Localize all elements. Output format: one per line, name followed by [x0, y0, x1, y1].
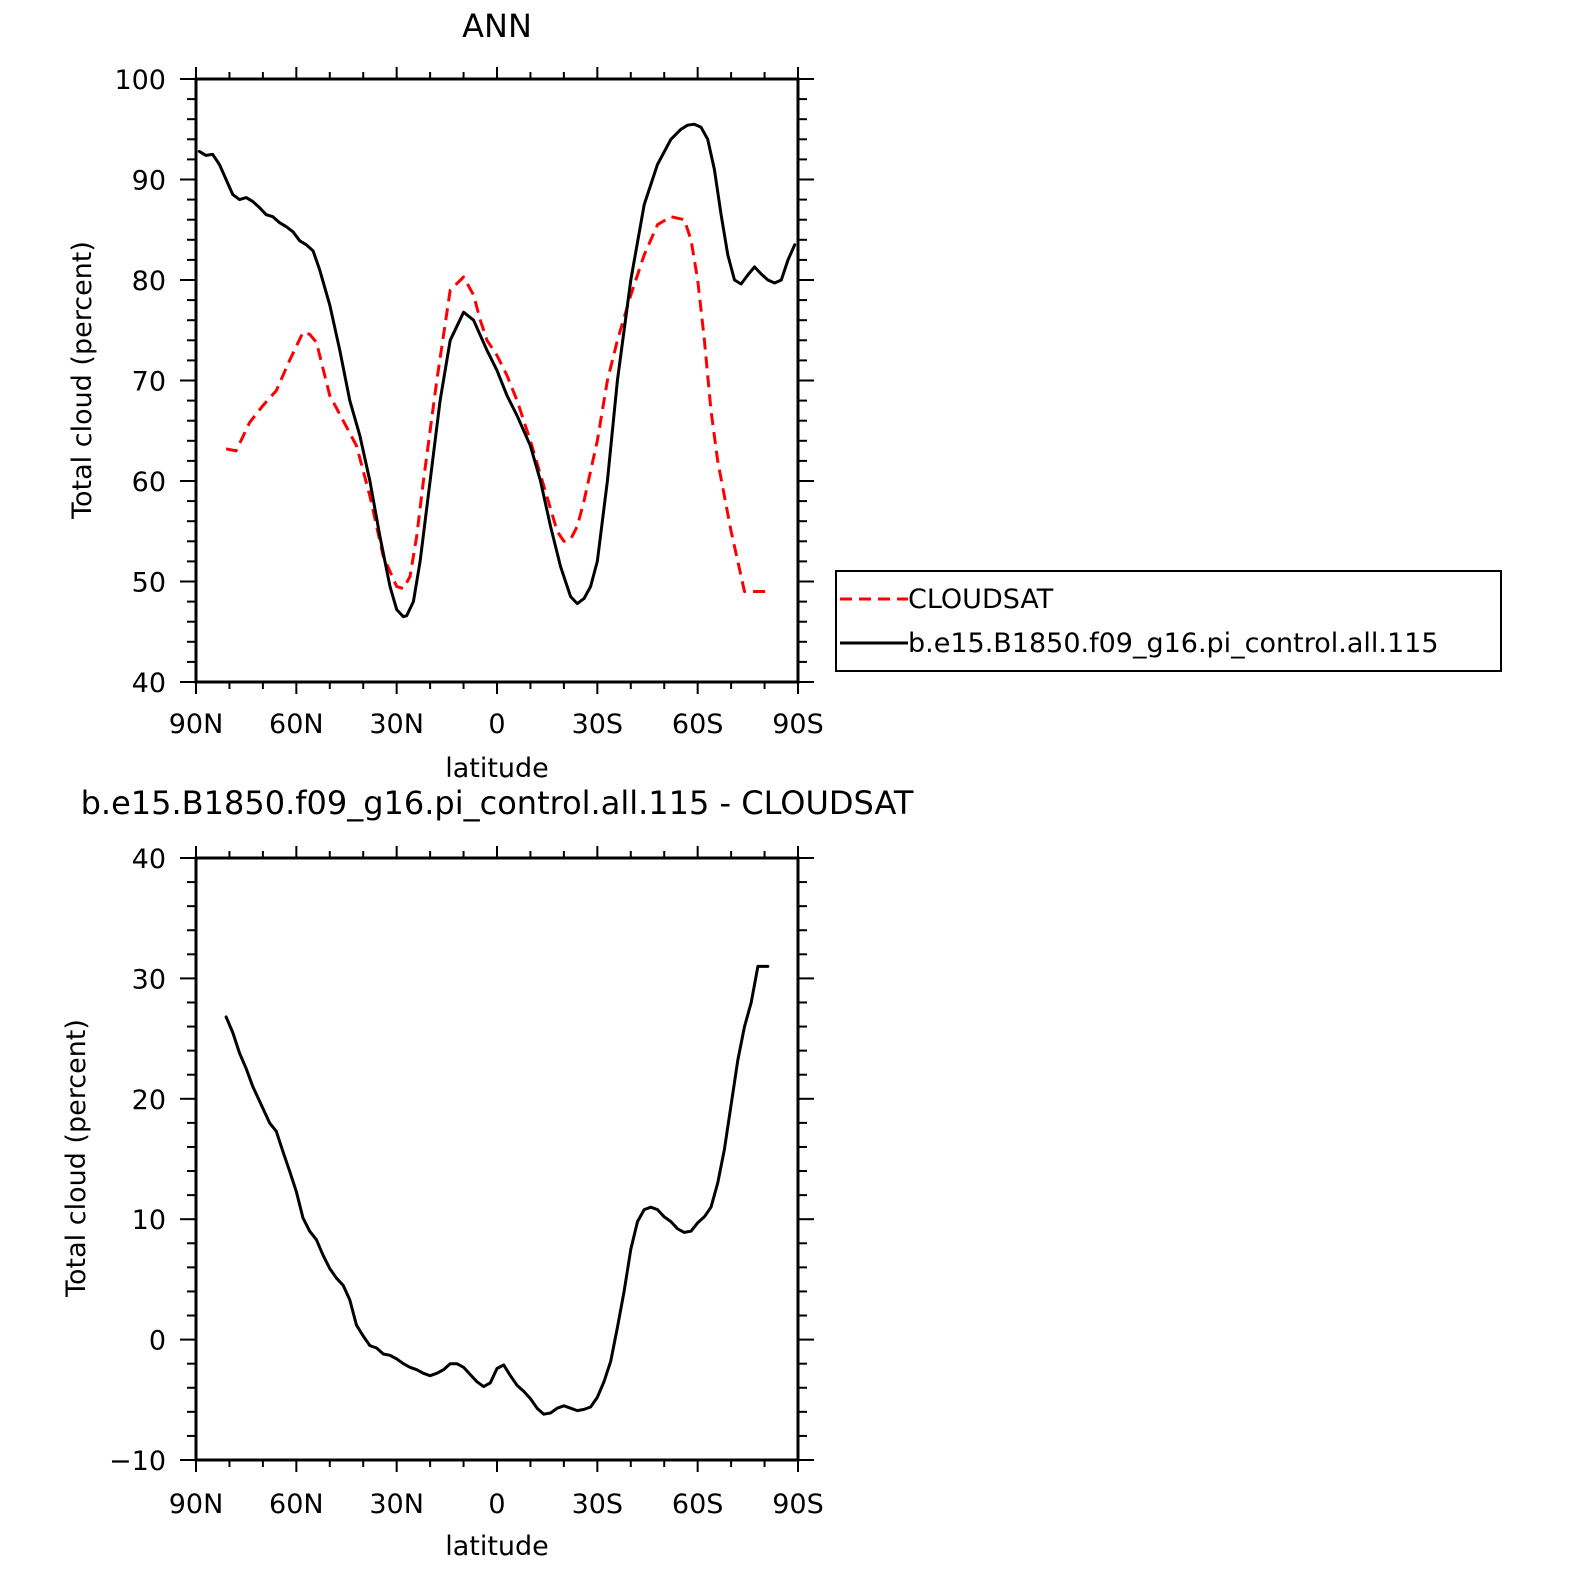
- top-x-tick-label: 30N: [369, 709, 424, 740]
- top-x-tick-label: 60N: [269, 709, 324, 740]
- bottom-x-axis-label: latitude: [445, 1531, 549, 1562]
- bottom-y-tick-label: 20: [132, 1085, 166, 1116]
- top-chart-title: ANN: [462, 7, 532, 45]
- top-series-lines: [197, 122, 797, 619]
- bottom-y-axis-label: Total cloud (percent): [61, 1019, 92, 1298]
- top-y-tick-label: 70: [132, 367, 166, 398]
- top-y-tick-label: 60: [132, 467, 166, 498]
- legend-box: [835, 570, 1502, 672]
- top-x-tick-label: 0: [488, 709, 505, 740]
- top-x-tick-label: 90S: [772, 709, 824, 740]
- bottom-x-tick-label: 30N: [369, 1489, 424, 1520]
- bottom-x-tick-label: 90N: [169, 1489, 224, 1520]
- bottom-x-tick-label: 0: [488, 1489, 505, 1520]
- top-x-axis-label: latitude: [445, 753, 549, 784]
- bottom-series-lines: [224, 964, 770, 1416]
- top-panel: ANN Total cloud (percent) latitude 90N 60…: [67, 7, 824, 784]
- top-y-tick-label: 90: [132, 166, 166, 197]
- top-x-tick-label: 60S: [672, 709, 724, 740]
- bottom-y-tick-label: 40: [132, 844, 166, 875]
- top-y-tick-label: 40: [132, 668, 166, 699]
- top-y-tick-label: 100: [114, 65, 166, 96]
- bottom-y-tick-label: −10: [109, 1446, 166, 1477]
- bottom-y-tick-label: 30: [132, 964, 166, 995]
- legend: CLOUDSAT b.e15.B1850.f09_g16.pi_control.…: [835, 570, 1502, 672]
- bottom-plot-frame: [194, 856, 800, 1462]
- bottom-x-tick-label: 60N: [269, 1489, 324, 1520]
- bottom-x-tick-label: 90S: [772, 1489, 824, 1520]
- top-y-axis-label: Total cloud (percent): [67, 241, 98, 520]
- bottom-x-tick-label: 30S: [572, 1489, 624, 1520]
- top-series-line-1: [197, 122, 797, 619]
- bottom-x-tick-label: 60S: [672, 1489, 724, 1520]
- bottom-panel: b.e15.B1850.f09_g16.pi_control.all.115 -…: [61, 784, 914, 1562]
- top-x-tick-label: 30S: [572, 709, 624, 740]
- top-x-tick-label: 90N: [169, 709, 224, 740]
- bottom-chart-title: b.e15.B1850.f09_g16.pi_control.all.115 -…: [81, 784, 914, 822]
- bottom-y-tick-label: 0: [149, 1326, 166, 1357]
- legend-label-model: b.e15.B1850.f09_g16.pi_control.all.115: [908, 628, 1439, 659]
- top-y-tick-label: 80: [132, 266, 166, 297]
- legend-label-cloudsat: CLOUDSAT: [908, 584, 1054, 615]
- top-y-tick-label: 50: [132, 568, 166, 599]
- bottom-y-tick-label: 10: [132, 1205, 166, 1236]
- top-series-line-0: [225, 215, 768, 593]
- top-plot-frame: [194, 77, 800, 684]
- bottom-series-line-0: [224, 964, 770, 1416]
